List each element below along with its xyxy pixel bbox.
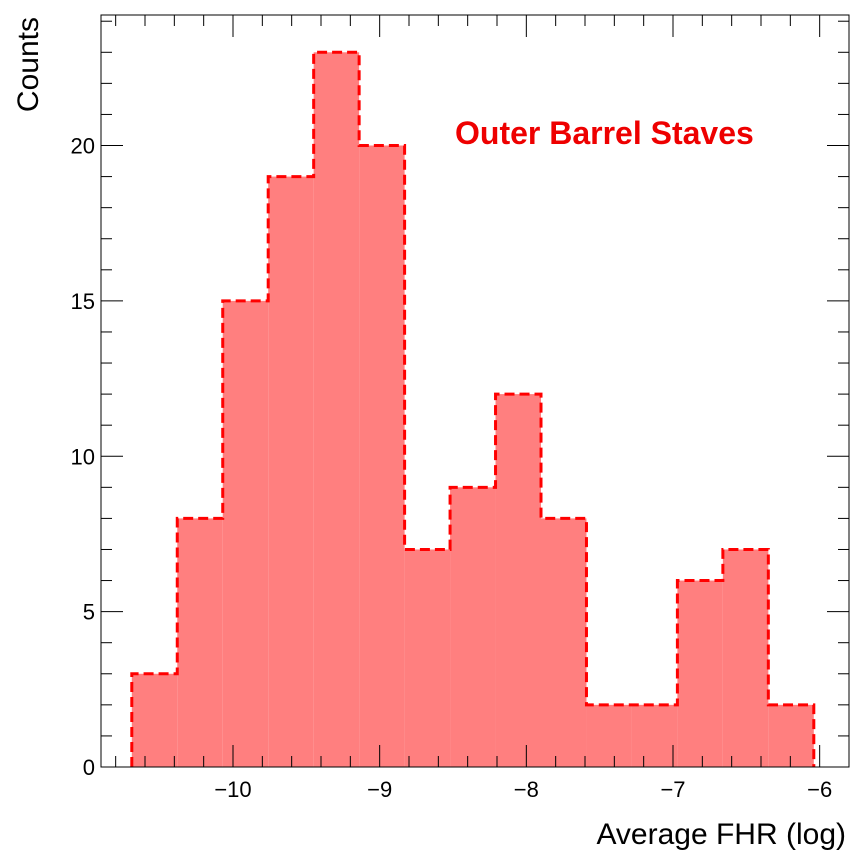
tick-labels-layer: −10 −9 −8 −7 −6 0 5 10 15 20 <box>71 134 833 802</box>
histogram-bar <box>586 704 632 767</box>
histogram-bar <box>541 518 587 767</box>
histogram-bar <box>359 145 405 767</box>
histogram-bar <box>177 518 223 767</box>
plot-frame <box>100 14 850 768</box>
histogram-bar <box>450 487 496 767</box>
x-tick-label: −7 <box>660 777 685 802</box>
y-tick-label: 5 <box>83 600 95 625</box>
y-axis-title: Counts <box>12 17 45 112</box>
histogram-bar <box>131 673 178 767</box>
histogram-bar <box>313 52 360 768</box>
x-tick-label: −6 <box>807 777 832 802</box>
ticks-layer <box>101 15 850 768</box>
chart-annotation: Outer Barrel Staves <box>455 115 754 151</box>
x-tick-label: −8 <box>514 777 539 802</box>
bars-layer <box>131 52 814 768</box>
histogram-bar <box>495 394 541 767</box>
histogram-bar <box>631 704 678 767</box>
histogram-bar <box>722 549 769 767</box>
histogram-outline <box>130 50 816 767</box>
x-axis-title: Average FHR (log) <box>596 818 846 851</box>
histogram-bar <box>404 549 451 767</box>
histogram-bar <box>768 704 814 767</box>
y-tick-label: 20 <box>71 134 95 159</box>
y-tick-label: 0 <box>83 755 95 780</box>
y-tick-label: 15 <box>71 289 95 314</box>
x-tick-label: −9 <box>367 777 392 802</box>
histogram-bar <box>677 580 723 767</box>
histogram-bar <box>222 300 269 767</box>
histogram-bar <box>268 176 314 767</box>
y-tick-label: 10 <box>71 444 95 469</box>
x-tick-label: −10 <box>214 777 251 802</box>
